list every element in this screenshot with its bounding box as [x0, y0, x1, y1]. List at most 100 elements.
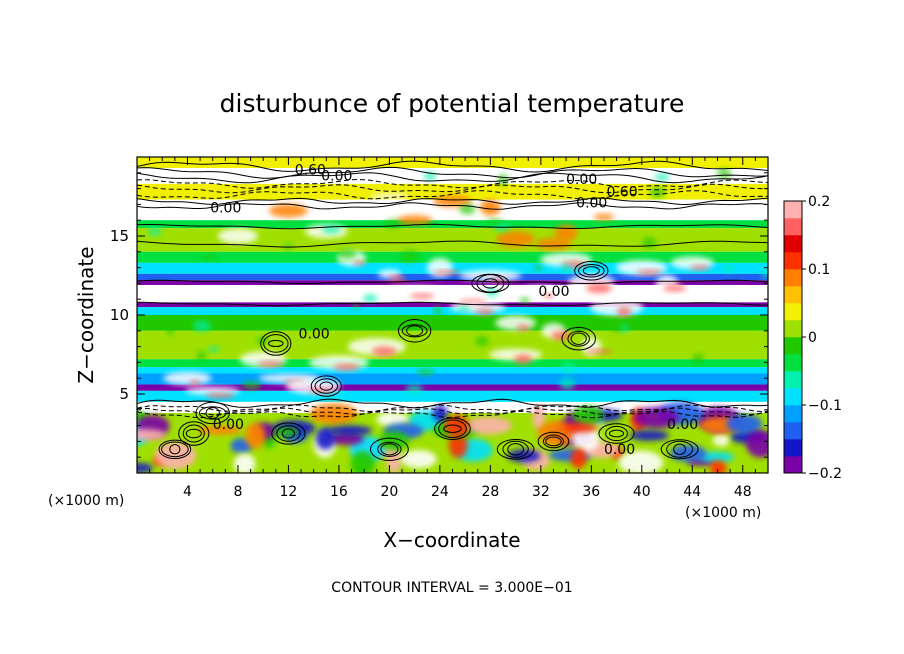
field-structure — [551, 331, 571, 340]
x-tick-label: 20 — [380, 484, 398, 500]
colorbar-swatch — [784, 303, 802, 321]
field-structure — [563, 422, 598, 433]
contour-line — [137, 223, 768, 230]
contour-loop — [263, 334, 289, 353]
field-structure — [185, 386, 241, 395]
contour-loop — [260, 331, 292, 356]
field-structure — [385, 286, 444, 297]
field-structure — [423, 171, 436, 181]
field-structure — [616, 307, 632, 317]
field-structure — [155, 441, 197, 470]
colorbar-tick-label: 0 — [808, 330, 817, 346]
colorbar-swatch — [784, 422, 802, 440]
contour-loop — [605, 425, 628, 442]
colorbar-tick-label: 0.1 — [808, 262, 830, 278]
x-axis-unit: (×1000 m) — [685, 505, 761, 521]
field-structure — [233, 453, 256, 473]
contour-label: 0.00 — [210, 200, 241, 216]
contour-loop — [666, 440, 694, 458]
colorbar-swatch — [784, 252, 802, 270]
field-band — [137, 373, 768, 385]
field-structure — [207, 346, 220, 352]
field-structure — [352, 260, 366, 266]
y-tick-label: 15 — [110, 227, 129, 245]
contour-label: 0.00 — [538, 284, 569, 300]
field-structure — [372, 346, 397, 357]
contour-loop — [271, 422, 306, 445]
contour-loop — [397, 319, 432, 343]
contour-loop — [561, 326, 596, 351]
contour-line — [137, 240, 768, 248]
contour-label: 0.00 — [566, 172, 597, 188]
colorbar-swatch — [784, 405, 802, 423]
field-structure — [514, 354, 533, 364]
contour-loop — [598, 423, 635, 444]
field-structure — [520, 285, 562, 297]
y-axis-ticks: 5 10 15 — [110, 172, 768, 458]
field-structure — [726, 414, 763, 434]
contour-loop — [434, 417, 471, 440]
field-band — [137, 390, 768, 402]
contour-label: 0.00 — [576, 196, 607, 212]
field-structure — [586, 283, 612, 294]
colorbar-swatch — [784, 354, 802, 372]
contour-loop — [537, 431, 570, 452]
contour-loop — [542, 434, 564, 449]
field-structure — [532, 404, 546, 431]
colorbar-swatch — [784, 269, 802, 287]
field-band — [137, 157, 768, 169]
field-structure — [689, 265, 710, 270]
contour-loop — [161, 441, 189, 458]
field-band — [137, 273, 768, 281]
field-structure — [519, 297, 531, 304]
plot-area: 0.600.00 0.000.600.000.000.000.000.00 0.00… — [110, 156, 769, 500]
field-structure — [448, 431, 468, 459]
contour-loop — [185, 428, 202, 439]
x-tick-label: 40 — [633, 484, 651, 500]
contour-loop — [567, 330, 590, 347]
colorbar-swatch — [784, 201, 802, 219]
field-structure — [629, 430, 669, 441]
field-structure — [333, 363, 360, 371]
field-band — [137, 330, 768, 360]
field-structure — [496, 231, 536, 248]
x-tick-label: 4 — [183, 484, 192, 500]
field-structure — [535, 237, 571, 250]
contour-loop — [578, 263, 605, 278]
field-structure — [376, 411, 409, 427]
contour-label: 0.00 — [604, 442, 635, 458]
contour-line — [137, 197, 768, 206]
field-band — [137, 367, 768, 374]
field-structure — [400, 250, 419, 262]
field-structure — [465, 416, 512, 435]
contour-loop — [281, 428, 296, 439]
field-structure — [201, 255, 218, 260]
field-structure — [257, 361, 284, 367]
field-structure — [433, 195, 472, 208]
y-tick-label: 10 — [110, 306, 129, 324]
field-structure — [283, 243, 293, 250]
x-tick-label: 28 — [481, 484, 499, 500]
contour-loop — [471, 273, 510, 294]
x-tick-label: 36 — [582, 484, 600, 500]
x-tick-label: 44 — [683, 484, 701, 500]
y-tick-label: 5 — [119, 385, 129, 403]
colorbar-swatch — [784, 388, 802, 406]
field-structure — [163, 371, 212, 385]
field-structure — [272, 427, 300, 437]
x-tick-label: 32 — [532, 484, 550, 500]
contour-line — [137, 202, 768, 210]
field-structure — [480, 199, 501, 216]
field-structure — [486, 218, 505, 224]
field-structure — [570, 448, 587, 469]
colorbar-swatch — [784, 439, 802, 457]
field-structure — [585, 349, 613, 354]
contour-loop — [443, 424, 462, 433]
field-structure — [495, 315, 536, 331]
field-structure — [709, 460, 727, 473]
colorbar-swatch — [784, 320, 802, 338]
field-structure — [618, 450, 664, 473]
field-band — [137, 384, 768, 391]
field-structure — [475, 308, 495, 315]
